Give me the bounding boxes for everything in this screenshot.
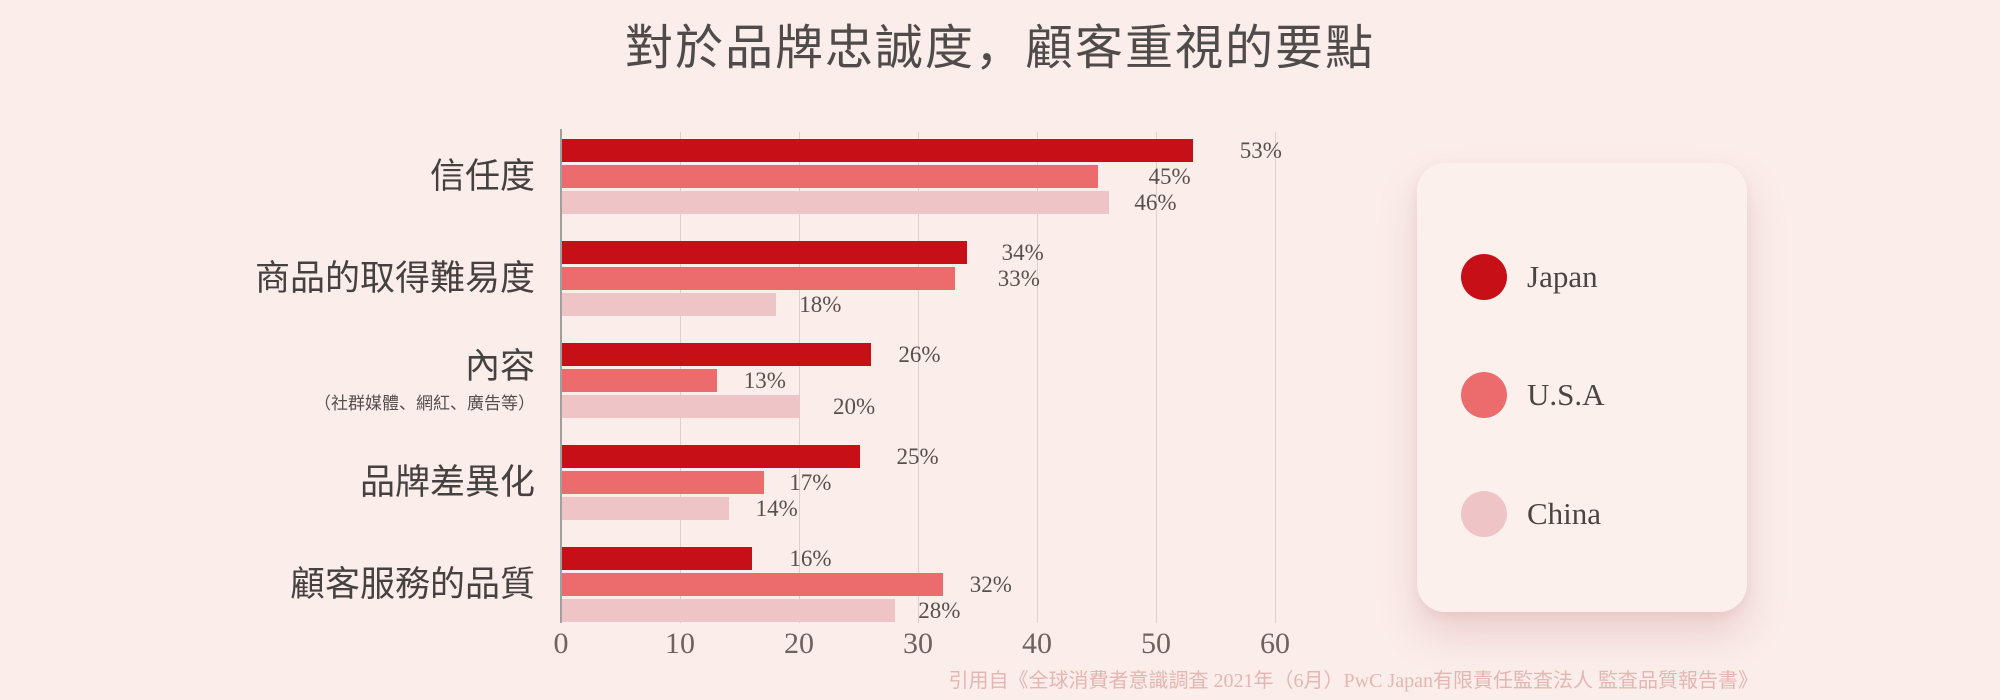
legend-item-china: China [1461, 491, 1601, 537]
legend-label-text: Japan [1527, 259, 1598, 294]
bar-japan [562, 343, 872, 366]
legend-item-usa: U.S.A [1461, 372, 1605, 418]
category-label-text: 內容 [464, 346, 535, 386]
category-label: 內容 （社群媒體、網紅、廣告等） [80, 335, 535, 426]
bar-japan [562, 139, 1193, 162]
value-label: 34% [1001, 240, 1044, 265]
y-axis-line [560, 129, 562, 623]
value-label: 16% [789, 546, 832, 571]
value-label: 46% [1134, 190, 1177, 215]
x-tick-label: 10 [665, 627, 695, 660]
x-tick-label: 0 [553, 627, 569, 660]
category-label: 商品的取得難易度 [80, 233, 535, 324]
category-label-text: 顧客服務的品質 [289, 564, 535, 604]
category-label: 信任度 [80, 131, 535, 222]
legend-swatch-icon [1461, 491, 1507, 537]
value-label: 32% [969, 572, 1012, 597]
gridline [917, 132, 919, 623]
value-label: 17% [789, 470, 832, 495]
value-label: 18% [799, 292, 842, 317]
category-label: 顧客服務的品質 [80, 539, 535, 630]
bar-usa [562, 471, 765, 494]
bar-china [562, 599, 896, 622]
x-tick-label: 50 [1141, 627, 1171, 660]
bar-china [562, 293, 777, 316]
value-label: 26% [898, 342, 941, 367]
x-tick-label: 60 [1260, 627, 1290, 660]
bar-usa [562, 573, 943, 596]
value-label: 28% [918, 598, 961, 623]
gridline [798, 132, 800, 623]
category-label-text: 商品的取得難易度 [254, 258, 535, 298]
x-tick-label: 40 [1022, 627, 1052, 660]
value-label: 13% [743, 368, 786, 393]
chart-title: 對於品牌忠誠度，顧客重視的要點 [624, 22, 1375, 75]
value-label: 14% [755, 496, 798, 521]
bar-usa [562, 267, 955, 290]
bar-japan [562, 241, 967, 264]
value-label: 20% [833, 394, 876, 419]
legend-card: Japan U.S.A China [1417, 163, 1747, 612]
value-label: 33% [997, 266, 1040, 291]
value-label: 53% [1239, 138, 1282, 163]
legend-swatch-icon [1461, 372, 1507, 418]
legend-label-text: U.S.A [1527, 377, 1605, 412]
category-label-text: 品牌差異化 [359, 462, 535, 502]
x-tick-label: 20 [784, 627, 814, 660]
gridline [1036, 132, 1038, 623]
bar-japan [562, 445, 860, 468]
bar-china [562, 191, 1110, 214]
value-label: 45% [1148, 164, 1191, 189]
x-tick-label: 30 [903, 627, 933, 660]
category-label-text: 信任度 [429, 156, 535, 196]
gridline [1274, 132, 1276, 623]
bar-japan [562, 547, 753, 570]
legend-swatch-icon [1461, 254, 1507, 300]
legend-item-japan: Japan [1461, 254, 1598, 300]
value-label: 25% [896, 444, 939, 469]
legend-label-text: China [1527, 496, 1602, 531]
bar-usa [562, 369, 717, 392]
gridline [1155, 132, 1157, 623]
bar-china [562, 395, 800, 418]
bar-usa [562, 165, 1098, 188]
bar-china [562, 497, 729, 520]
source-note: 引用自《全球消費者意識調査 2021年（6月）PwC Japan有限責任監査法人… [948, 670, 1758, 692]
category-sublabel-text: （社群媒體、網紅、廣告等） [314, 394, 535, 414]
category-label: 品牌差異化 [80, 437, 535, 528]
